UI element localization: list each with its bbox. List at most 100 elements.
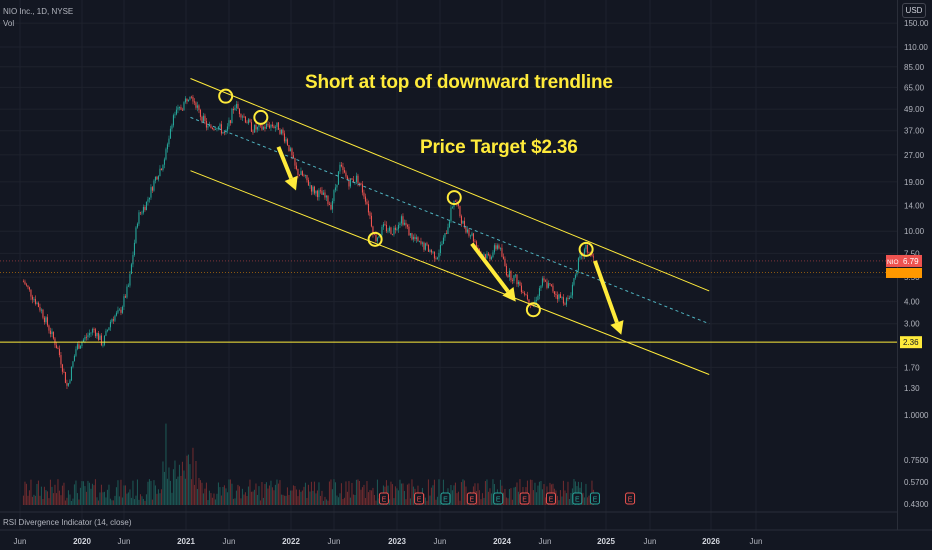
- candle-body: [247, 119, 250, 124]
- candle-body: [189, 96, 191, 100]
- candle-body: [201, 116, 203, 123]
- currency-button[interactable]: USD: [902, 3, 926, 18]
- candle-body: [222, 131, 224, 134]
- candle-body: [337, 171, 340, 185]
- target-price-label: 2.36: [900, 336, 922, 349]
- candle-body: [417, 237, 419, 242]
- volume-bar: [537, 485, 539, 505]
- candle-body: [351, 178, 353, 180]
- volume-bar: [55, 493, 58, 505]
- candle-body: [493, 245, 496, 253]
- candle-body: [204, 115, 206, 122]
- volume-bar: [115, 487, 118, 505]
- volume-bar: [289, 490, 292, 505]
- candle-body: [274, 126, 277, 128]
- volume-bar: [253, 489, 256, 505]
- volume-bar: [79, 487, 82, 505]
- candle-body: [484, 254, 487, 259]
- candle-body: [475, 241, 478, 249]
- volume-bar: [583, 497, 586, 505]
- volume-bar: [394, 486, 397, 505]
- volume-bar: [268, 485, 271, 505]
- volume-bar: [559, 490, 562, 505]
- candle-body: [301, 171, 304, 176]
- candle-body: [397, 224, 400, 230]
- volume-bar: [91, 483, 94, 505]
- candle-body: [271, 124, 274, 127]
- candle-body: [184, 98, 187, 103]
- volume-bar: [504, 488, 506, 505]
- volume-bar: [204, 488, 206, 505]
- candle-body: [231, 108, 233, 124]
- candle-body: [495, 245, 497, 249]
- candle-body: [267, 123, 269, 126]
- volume-bar: [205, 482, 208, 505]
- time-axis-tick: 2025: [597, 537, 615, 546]
- volume-bar: [319, 495, 322, 505]
- price-axis-tick: 0.7500: [904, 456, 929, 465]
- volume-bar: [303, 486, 305, 505]
- candle-body: [348, 180, 350, 187]
- candle-body: [168, 138, 170, 145]
- volume-bar: [330, 479, 332, 505]
- candle-body: [133, 242, 136, 256]
- candle-body: [87, 335, 89, 338]
- volume-bar: [534, 482, 536, 505]
- volume-bar: [477, 483, 479, 505]
- volume-bar: [96, 497, 98, 505]
- candle-body: [46, 317, 49, 326]
- current-price-label: NIO 6.79: [886, 254, 922, 278]
- volume-bar: [24, 481, 26, 505]
- volume-bar: [354, 494, 356, 505]
- price-axis-tick: 7.50: [904, 249, 920, 258]
- time-axis-tick: 2022: [282, 537, 300, 546]
- volume-bar: [567, 481, 569, 505]
- volume-bar: [73, 484, 76, 505]
- volume-bar: [127, 492, 130, 505]
- volume-bar: [402, 483, 404, 505]
- volume-bar: [198, 477, 200, 505]
- volume-bar: [30, 479, 32, 505]
- volume-bar: [222, 486, 224, 505]
- current-price-value: 6.79: [903, 257, 919, 266]
- volume-bar: [484, 481, 487, 505]
- candle-body: [552, 285, 554, 292]
- candle-body: [468, 229, 470, 236]
- volume-bar: [217, 482, 220, 505]
- candle-body: [577, 258, 580, 271]
- volume-bar: [433, 479, 436, 505]
- earnings-marker-label: E: [549, 497, 554, 504]
- candle-body: [22, 281, 25, 283]
- candle-body: [451, 207, 454, 208]
- candle-body: [280, 129, 283, 134]
- volume-bar: [300, 491, 302, 505]
- volume-bar: [357, 479, 359, 505]
- volume-bar: [216, 493, 218, 505]
- volume-bar: [360, 489, 362, 505]
- volume-bar: [163, 471, 166, 505]
- volume-bar: [85, 491, 88, 505]
- earnings-marker: E: [440, 492, 451, 505]
- volume-bar: [403, 490, 406, 505]
- candle-body: [112, 319, 115, 321]
- candle-body: [94, 329, 97, 337]
- candle-body: [567, 298, 569, 300]
- candle-body: [583, 249, 586, 257]
- candle-body: [277, 122, 280, 130]
- volume-bar: [213, 493, 215, 505]
- candle-body: [216, 128, 218, 130]
- volume-bar: [103, 491, 106, 505]
- volume-bar: [438, 479, 440, 505]
- volume-bar: [405, 499, 407, 505]
- grid-lines: [0, 0, 897, 530]
- candle-body: [384, 224, 386, 225]
- volume-bar: [258, 486, 260, 505]
- candle-body: [310, 185, 313, 192]
- candle-body: [198, 105, 200, 110]
- time-axis-tick: Jun: [539, 537, 552, 546]
- volume-bar: [58, 490, 61, 505]
- earnings-marker-box: [414, 492, 425, 505]
- candle-body: [129, 273, 131, 286]
- candle-body: [199, 109, 202, 117]
